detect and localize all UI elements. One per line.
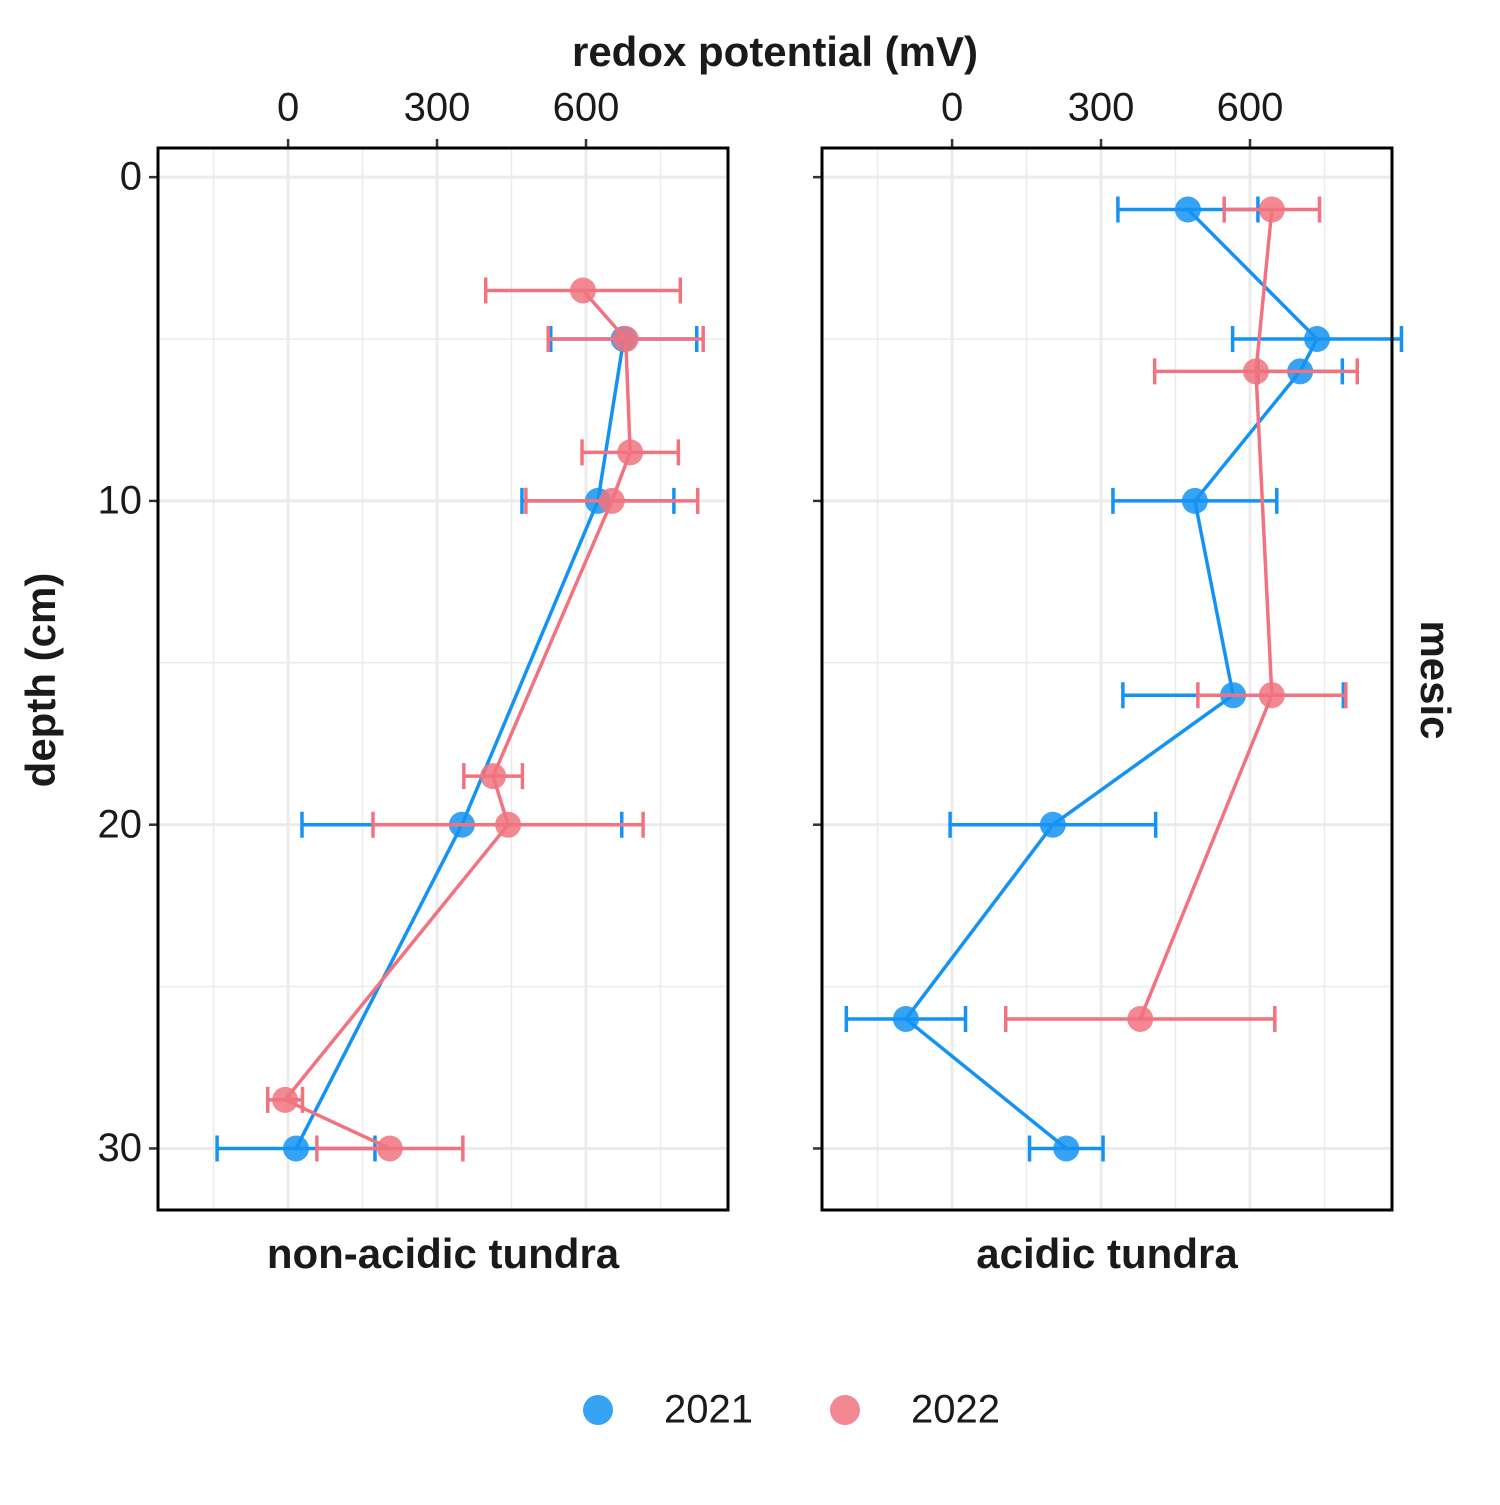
point [1258,682,1285,709]
legend-label: 2021 [664,1388,753,1432]
x-tick-label: 300 [404,86,471,130]
point [598,487,625,514]
panel-border [156,146,730,1212]
legend-label: 2022 [911,1388,1000,1432]
y-tick-label: 10 [98,478,143,522]
legend-marker [830,1395,860,1425]
point [1242,358,1269,385]
chart-title: redox potential (mV) [572,28,978,75]
x-tick-label: 600 [553,86,620,130]
point [1053,1135,1080,1162]
point [283,1135,310,1162]
point [480,763,507,790]
point [1127,1005,1154,1032]
x-tick-label: 600 [1217,86,1284,130]
y-tick-label: 20 [98,802,143,846]
point [570,277,597,304]
point [495,811,522,838]
x-tick-label: 0 [941,86,963,130]
x-tick-label: 300 [1068,86,1135,130]
panel-label: non-acidic tundra [267,1230,620,1277]
point [617,439,644,466]
point [612,326,639,353]
point [1181,487,1208,514]
x-tick-label: 0 [277,86,299,130]
legend-marker [583,1395,613,1425]
point [1039,811,1066,838]
y-axis-label: depth (cm) [17,573,64,788]
point [1258,196,1285,223]
facet-strip-label: mesic [1412,620,1459,739]
panel-label: acidic tundra [976,1230,1238,1277]
point [892,1005,919,1032]
point [1304,326,1331,353]
series-line [282,289,632,1151]
point [1174,196,1201,223]
series-line [1138,209,1274,1020]
y-tick-label: 30 [98,1126,143,1170]
point [272,1086,299,1113]
series-line [903,208,1320,1150]
panel-border [820,146,1394,1212]
point [376,1135,403,1162]
y-tick-label: 0 [120,155,142,199]
